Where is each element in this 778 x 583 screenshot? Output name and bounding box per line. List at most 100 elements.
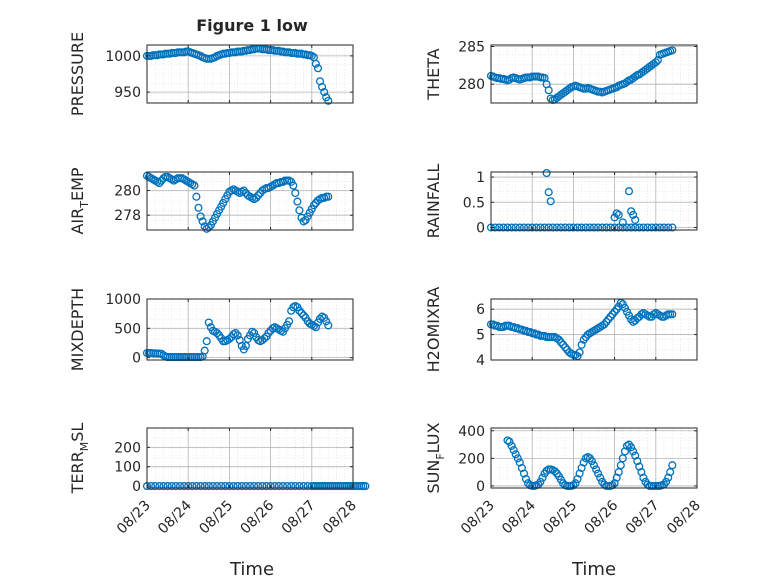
data-point: [513, 454, 522, 463]
data-point: [322, 317, 331, 326]
x-axis-label-right: Time: [571, 559, 616, 580]
y-axis-label-main: PRESSURE: [68, 32, 87, 116]
data-point: [252, 193, 261, 202]
y-tick-label: 200: [458, 451, 485, 467]
data-point: [592, 325, 601, 334]
figure-title: Figure 1 low: [196, 16, 308, 35]
data-point: [592, 465, 601, 474]
data-point: [629, 447, 638, 456]
y-tick-label: 280: [114, 184, 141, 200]
data-point: [631, 72, 640, 81]
data-point: [544, 188, 553, 197]
data-point: [532, 223, 541, 232]
data-point: [610, 307, 619, 316]
y-axis-label: TERRMSL: [68, 423, 91, 495]
data-point: [200, 482, 209, 491]
data-point: [171, 482, 180, 491]
data-point: [311, 59, 320, 68]
data-point: [233, 331, 242, 340]
y-tick-label: 400: [458, 424, 485, 440]
data-point: [299, 482, 308, 491]
data-point: [254, 482, 263, 491]
data-point: [291, 188, 300, 198]
data-point: [309, 201, 318, 210]
data-point: [507, 441, 516, 450]
data-point: [212, 482, 222, 491]
data-point: [571, 350, 580, 359]
data-point: [311, 323, 320, 332]
data-point: [655, 223, 664, 232]
data-point: [610, 223, 619, 232]
y-axis-label: PRESSURE: [68, 32, 87, 116]
data-point: [659, 223, 669, 232]
data-point: [631, 223, 640, 232]
data-point: [163, 482, 172, 491]
data-point: [233, 482, 242, 491]
y-tick-label: 0: [132, 351, 141, 367]
data-point: [297, 309, 306, 318]
data-point: [245, 482, 255, 491]
data-point: [559, 340, 568, 349]
data-series: [486, 298, 677, 361]
data-point: [295, 206, 304, 215]
data-point: [542, 168, 551, 178]
x-axis-label-left: Time: [229, 559, 274, 580]
y-tick-label: 285: [458, 40, 485, 56]
data-point: [589, 461, 599, 470]
data-point: [618, 223, 627, 232]
data-point: [622, 77, 632, 86]
data-point: [571, 479, 580, 488]
y-tick-label: 0: [476, 479, 485, 495]
axes-box: [490, 171, 698, 231]
data-point: [250, 482, 259, 491]
data-point: [639, 473, 648, 482]
data-point: [602, 223, 611, 232]
data-point: [507, 223, 516, 232]
data-point: [639, 223, 648, 232]
data-point: [651, 58, 660, 67]
data-point: [569, 223, 578, 232]
data-point: [241, 341, 250, 350]
data-point: [145, 172, 154, 181]
data-point: [544, 223, 553, 232]
data-point: [229, 482, 238, 491]
data-point: [575, 348, 584, 357]
y-axis-label: THETA: [424, 48, 443, 100]
data-point: [633, 457, 642, 466]
data-point: [596, 473, 605, 482]
y-axis-label: AIRTEMP: [68, 167, 91, 234]
y-tick-label: 950: [114, 85, 141, 101]
data-point: [538, 473, 547, 482]
y-axis-label-main: RAINFALL: [424, 164, 443, 239]
data-point: [196, 212, 205, 221]
data-point: [204, 318, 213, 327]
y-axis-label-main: THETA: [424, 48, 443, 100]
data-point: [318, 82, 327, 92]
data-point: [550, 333, 559, 342]
data-point: [270, 482, 279, 491]
data-point: [260, 334, 269, 343]
data-point: [594, 223, 603, 232]
data-point: [627, 443, 636, 452]
data-point: [503, 223, 512, 232]
y-axis-label-main: H2OMIXRA: [424, 287, 443, 373]
data-point: [198, 217, 207, 226]
data-point: [159, 482, 168, 491]
data-point: [241, 482, 250, 491]
data-point: [614, 468, 623, 477]
data-point: [313, 64, 323, 73]
data-point: [505, 437, 514, 446]
data-point: [509, 446, 518, 455]
data-point: [258, 482, 267, 491]
data-point: [573, 223, 582, 232]
data-series: [142, 482, 370, 491]
data-point: [361, 482, 370, 491]
data-point: [662, 477, 671, 486]
data-point: [519, 223, 529, 232]
subplot-4: 0 0.5 1 RAINFALL: [424, 164, 698, 239]
data-point: [264, 328, 273, 338]
data-point: [192, 192, 201, 201]
y-tick-label: 280: [458, 77, 485, 93]
data-point: [579, 458, 588, 467]
y-axis-label-subscript: M: [78, 442, 91, 452]
